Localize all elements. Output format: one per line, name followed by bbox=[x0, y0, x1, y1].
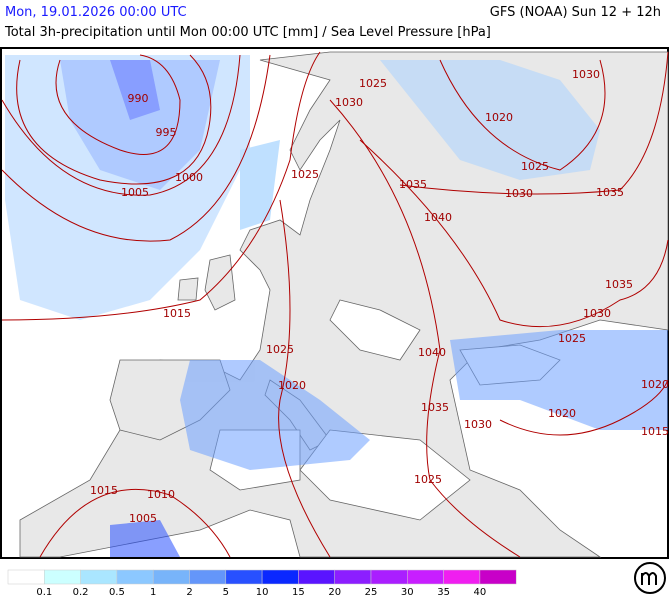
isobar-label: 1025 bbox=[266, 343, 294, 356]
isobar-label: 1025 bbox=[291, 168, 319, 181]
date: Mon, 19.01.2026 00:00 UTC bbox=[5, 5, 187, 20]
isobar bbox=[278, 199, 331, 558]
legend-swatch bbox=[116, 569, 154, 585]
legend-label: 2 bbox=[186, 587, 192, 598]
legend-swatch bbox=[407, 569, 444, 585]
isobar-label: 1010 bbox=[147, 488, 175, 501]
legend-swatch bbox=[44, 569, 81, 585]
legend-swatch bbox=[298, 569, 335, 585]
isobar bbox=[1, 51, 321, 321]
isobar-label: 1035 bbox=[596, 186, 624, 199]
legend-label: 1 bbox=[150, 587, 156, 598]
legend-label: 25 bbox=[365, 587, 378, 598]
isobar-label: 1040 bbox=[424, 211, 452, 224]
isobar-label: 1030 bbox=[335, 96, 363, 109]
isobar-label: 1015 bbox=[641, 425, 669, 438]
isobar bbox=[16, 54, 212, 185]
isobar-label: 1025 bbox=[359, 77, 387, 90]
isobar-label: 1020 bbox=[485, 111, 513, 124]
isobar-label: 1030 bbox=[505, 187, 533, 200]
precipitation bbox=[5, 55, 668, 557]
isobars bbox=[1, 51, 669, 558]
isobar-label: 1035 bbox=[399, 178, 427, 191]
legend-label: 0.5 bbox=[109, 587, 125, 598]
isobar bbox=[499, 379, 669, 436]
isobar bbox=[1, 54, 241, 196]
ireland bbox=[177, 277, 199, 301]
isobar-label: 1025 bbox=[414, 473, 442, 486]
isobar bbox=[329, 99, 521, 558]
legend-label: 20 bbox=[328, 587, 341, 598]
isobar bbox=[55, 54, 181, 155]
isobar bbox=[439, 59, 606, 171]
isobar bbox=[359, 139, 669, 328]
isobar-label: 990 bbox=[128, 92, 149, 105]
isobar-label: 1030 bbox=[464, 418, 492, 431]
isobar-label: 1035 bbox=[421, 401, 449, 414]
legend-label: 35 bbox=[437, 587, 450, 598]
precip-core bbox=[110, 520, 180, 557]
isobar-label: 1020 bbox=[548, 407, 576, 420]
legend-swatch bbox=[80, 569, 118, 585]
legend: 0.1 0.2 0.5 1 2 5 10 15 20 25 30 35 40 bbox=[7, 569, 517, 598]
isobar-label: 1005 bbox=[129, 512, 157, 525]
isobar-label: 1030 bbox=[583, 307, 611, 320]
legend-label: 15 bbox=[292, 587, 305, 598]
precip-area bbox=[240, 140, 280, 230]
logo-m bbox=[641, 572, 657, 585]
precip-core bbox=[110, 60, 160, 120]
britain bbox=[204, 254, 236, 311]
isobar-label: 995 bbox=[156, 126, 177, 139]
legend-swatch bbox=[225, 569, 263, 585]
isobar-label: 1000 bbox=[175, 171, 203, 184]
legend-swatch bbox=[479, 569, 517, 585]
legend-swatch bbox=[189, 569, 227, 585]
isobar-label: 1015 bbox=[90, 484, 118, 497]
legend-swatch bbox=[370, 569, 408, 585]
isobar-label: 1020 bbox=[641, 378, 669, 391]
legend-label: 30 bbox=[401, 587, 414, 598]
precip-area bbox=[450, 330, 668, 430]
sea bbox=[329, 299, 421, 361]
isobar bbox=[399, 51, 669, 195]
legend-swatch bbox=[334, 569, 372, 585]
precip-area bbox=[180, 360, 370, 470]
model: GFS (NOAA) Sun 12 + 12h bbox=[489, 5, 661, 20]
legend-swatch bbox=[443, 569, 481, 585]
isobar bbox=[39, 488, 231, 558]
legend-swatch bbox=[261, 569, 299, 585]
subtitle: Total 3h-precipitation until Mon 00:00 U… bbox=[5, 25, 491, 40]
isobar-label: 1040 bbox=[418, 346, 446, 359]
isobar-label: 1030 bbox=[572, 68, 600, 81]
logo bbox=[634, 562, 666, 594]
isobar-label: 1025 bbox=[521, 160, 549, 173]
isobar-label: 1025 bbox=[558, 332, 586, 345]
legend-label: 0.1 bbox=[36, 587, 52, 598]
legend-swatch bbox=[7, 569, 45, 585]
legend-label: 5 bbox=[223, 587, 229, 598]
legend-label: 0.2 bbox=[73, 587, 89, 598]
isobar-label: 1020 bbox=[278, 379, 306, 392]
precip-area bbox=[60, 60, 220, 190]
isobar-label: 1035 bbox=[605, 278, 633, 291]
isobar-label: 1015 bbox=[163, 307, 191, 320]
isobar-label: 1005 bbox=[121, 186, 149, 199]
isobar bbox=[1, 54, 271, 242]
legend-label: 10 bbox=[256, 587, 269, 598]
legend-swatch bbox=[152, 569, 190, 585]
precip-area bbox=[380, 60, 600, 180]
legend-label: 40 bbox=[474, 587, 487, 598]
isobar-labels: 990 995 1000 1005 1015 1015 1010 1005 1025 1030 10… bbox=[90, 68, 669, 525]
